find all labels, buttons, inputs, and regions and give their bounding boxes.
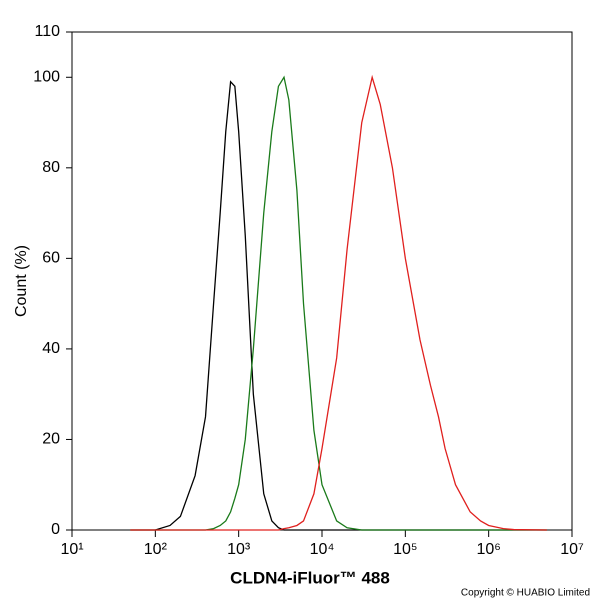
x-tick-label: 10⁷ (560, 541, 584, 558)
x-tick-label: 10² (144, 541, 168, 558)
y-tick-label: 40 (42, 340, 60, 357)
plot-frame (71, 31, 573, 531)
x-tick-label: 10¹ (60, 541, 83, 558)
x-tick-label: 10⁶ (476, 541, 500, 558)
x-tick-label: 10⁵ (393, 541, 417, 558)
y-tick-label: 60 (42, 250, 60, 267)
x-axis-label: CLDN4-iFluor™ 488 (230, 568, 390, 587)
x-tick-label: 10⁴ (310, 541, 335, 558)
y-tick-label: 80 (42, 159, 60, 176)
y-tick-label: 20 (42, 431, 60, 448)
y-tick-label: 110 (34, 23, 60, 40)
x-tick-label: 10³ (227, 541, 251, 558)
series-line (130, 80, 547, 531)
copyright: Copyright © HUABIO Limited (461, 588, 590, 599)
y-tick-label: 0 (51, 521, 60, 538)
y-tick-label: 100 (33, 68, 60, 85)
series-line (130, 74, 547, 531)
y-axis-label: Count (%) (13, 245, 30, 317)
series-line (130, 75, 547, 531)
